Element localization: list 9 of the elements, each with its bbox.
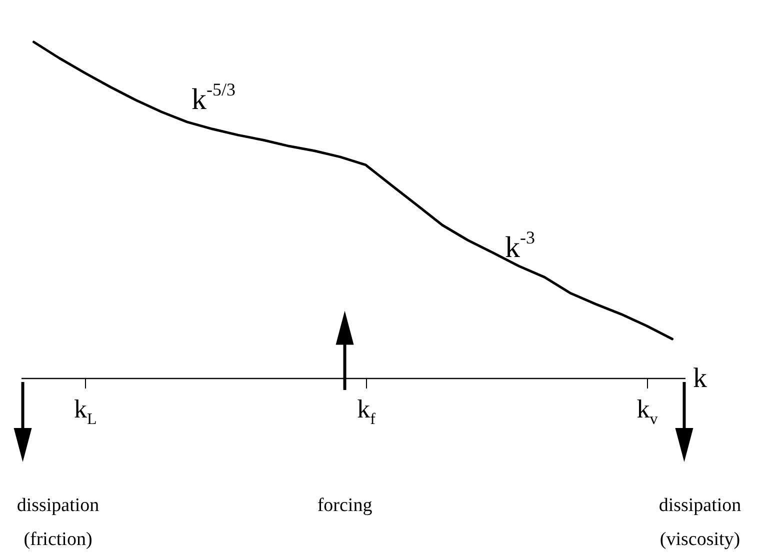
x-tick-label: k$_{v}$ <box>636 394 658 428</box>
x-tick-label: k$_{L}$ <box>74 394 97 428</box>
text: dissipation (friction) <box>16 495 100 550</box>
text: dissipation (viscosity) <box>658 495 742 550</box>
annotation: k$^{-3}$ <box>505 228 535 264</box>
x-axis-title: k <box>693 363 707 394</box>
x-tick-label: k$_{f}$ <box>357 394 376 428</box>
annotation: k$^{-5/3}$ <box>192 80 236 116</box>
text: forcing <box>317 495 373 516</box>
